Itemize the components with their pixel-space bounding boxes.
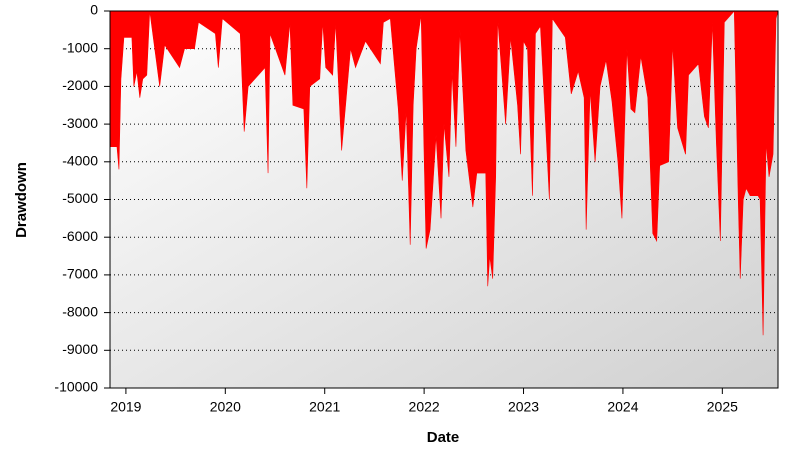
y-tick-label: 0	[90, 2, 98, 18]
y-tick-label: -9000	[62, 341, 98, 357]
y-tick-label: -8000	[62, 303, 98, 319]
x-tick-label: 2022	[409, 399, 440, 415]
y-axis-label: Drawdown	[13, 162, 30, 238]
x-tick-label: 2019	[110, 399, 141, 415]
y-tick-label: -6000	[62, 228, 98, 244]
x-tick-label: 2020	[210, 399, 241, 415]
x-axis-label: Date	[427, 429, 460, 446]
x-tick-label: 2021	[309, 399, 340, 415]
drawdown-area	[109, 10, 779, 336]
x-tick-label: 2024	[607, 399, 638, 415]
y-tick-label: -3000	[62, 115, 98, 131]
x-tick-label: 2025	[707, 399, 738, 415]
y-tick-label: -10000	[54, 379, 98, 395]
y-tick-label: -4000	[62, 153, 98, 169]
y-tick-label: -5000	[62, 190, 98, 206]
y-tick-label: -1000	[62, 39, 98, 55]
y-tick-label: -7000	[62, 266, 98, 282]
y-tick-label: -2000	[62, 77, 98, 93]
x-tick-label: 2023	[508, 399, 539, 415]
